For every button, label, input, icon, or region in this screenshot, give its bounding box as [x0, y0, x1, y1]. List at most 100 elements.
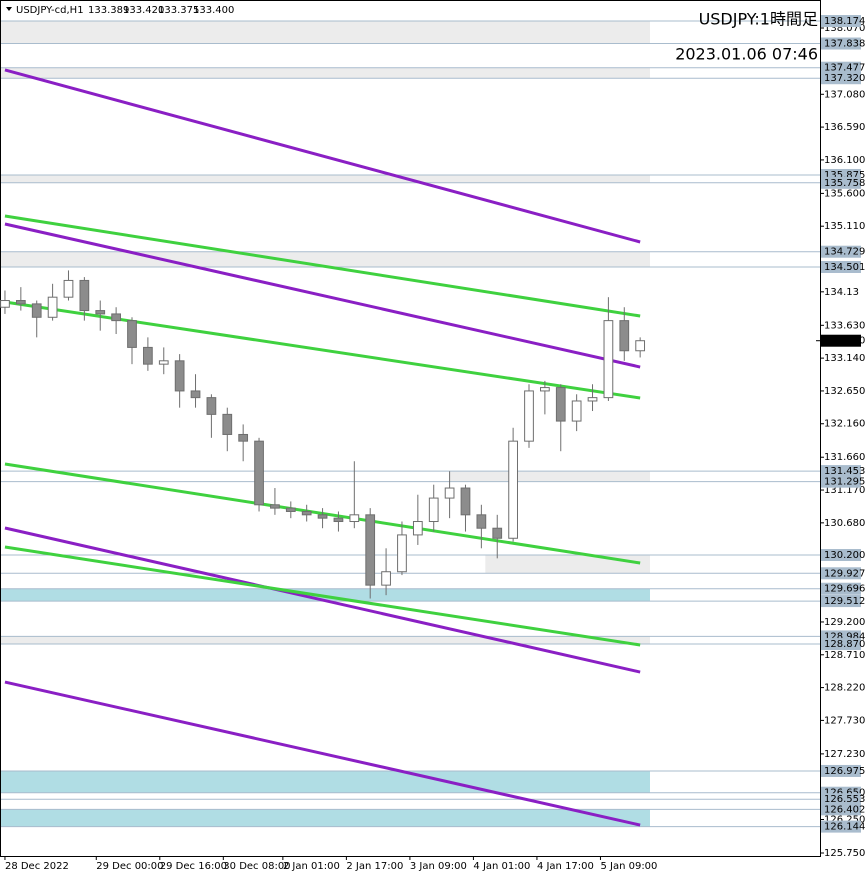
trendline	[4, 222, 641, 369]
price-label-box	[821, 803, 861, 816]
price-label: 134.729	[824, 247, 865, 258]
price-label: 137.477	[824, 63, 865, 74]
price-label-box	[821, 72, 861, 85]
price-label: 130.200	[824, 550, 865, 561]
price-label-box	[821, 15, 861, 28]
candle-body	[635, 340, 646, 352]
candle-body	[524, 390, 534, 442]
price-label: 126.553	[824, 794, 865, 805]
candle-body	[301, 510, 312, 516]
candle-body	[190, 390, 201, 399]
x-tick-label: 2 Jan 01:00	[283, 861, 340, 872]
trendline	[4, 300, 641, 400]
price-label: 134.501	[824, 262, 865, 273]
price-label: 126.144	[824, 822, 865, 833]
candle-body	[238, 433, 249, 442]
price-label: 137.838	[824, 39, 865, 50]
price-label: 137.320	[824, 73, 865, 84]
zone	[1, 174, 650, 183]
zone	[1, 588, 650, 602]
price-label-box	[821, 61, 861, 74]
price-label: 138.070	[824, 23, 865, 34]
chart-title: USDJPY:1時間足	[699, 10, 818, 29]
price-label: 129.696	[824, 584, 865, 595]
plot-frame	[0, 0, 821, 857]
price-label-box	[821, 793, 861, 806]
candle-body	[15, 300, 26, 305]
price-label: 127.230	[824, 749, 865, 760]
candle-body	[158, 360, 169, 365]
price-label: 135.110	[824, 221, 865, 232]
price-label-box	[821, 638, 861, 651]
chart-subtitle: 2023.01.06 07:46	[675, 45, 818, 64]
candle-body	[111, 313, 121, 322]
price-label: 131.295	[824, 477, 865, 488]
candle-body	[492, 527, 503, 539]
price-label: 129.200	[824, 617, 865, 628]
price-label: 132.650	[824, 386, 865, 397]
price-label-box	[821, 595, 861, 608]
quote-close: 133.400	[193, 5, 234, 16]
price-label: 125.750	[824, 848, 865, 859]
price-label: 137.080	[824, 89, 865, 100]
candle-body	[31, 303, 42, 318]
zone	[1, 770, 650, 793]
price-label-box	[821, 567, 861, 580]
x-tick-label: 5 Jan 09:00	[600, 861, 657, 872]
price-label: 131.660	[824, 452, 865, 463]
candle-body	[143, 346, 153, 365]
price-label: 136.100	[824, 155, 865, 166]
price-label: 136.590	[824, 122, 865, 133]
candle-body	[333, 517, 344, 523]
price-label: 128.220	[824, 683, 865, 694]
x-tick-label: 29 Dec 16:00	[160, 861, 227, 872]
candle-body	[365, 514, 376, 586]
candle-body	[587, 397, 598, 402]
zone	[1, 809, 650, 827]
candle-body	[127, 320, 137, 348]
price-label: 135.875	[824, 170, 865, 181]
price-label-box	[821, 245, 861, 258]
price-label-box	[821, 37, 861, 50]
price-label-box	[821, 548, 861, 561]
price-label: 133.400	[824, 336, 865, 347]
price-label: 128.870	[824, 639, 865, 650]
zone	[1, 636, 650, 645]
price-label: 128.984	[824, 631, 865, 642]
plot-layer	[0, 20, 820, 828]
price-label: 131.453	[824, 466, 865, 477]
price-label: 133.630	[824, 320, 865, 331]
menu-arrow[interactable]	[6, 7, 12, 11]
candle-body	[47, 296, 58, 318]
zone	[485, 554, 650, 574]
price-label: 134.13	[824, 287, 859, 298]
candle-body	[0, 300, 10, 308]
price-label: 126.402	[824, 804, 865, 815]
price-label: 127.730	[824, 715, 865, 726]
candle-body	[79, 279, 90, 312]
x-tick-label: 4 Jan 17:00	[537, 861, 594, 872]
symbol: USDJPY-cd,H1	[16, 5, 84, 16]
trendline	[4, 68, 641, 244]
zone	[449, 471, 650, 482]
zone	[1, 251, 650, 267]
price-label-box	[821, 820, 861, 833]
candle-body	[222, 413, 233, 435]
candle-body	[95, 310, 106, 315]
price-label-box	[821, 582, 861, 595]
price-label: 133.140	[824, 353, 865, 364]
candle-body	[508, 440, 518, 539]
zone	[1, 21, 650, 44]
candle-body	[412, 521, 423, 536]
price-label: 130.680	[824, 518, 865, 529]
trendline	[4, 214, 641, 318]
price-label: 126.975	[824, 766, 865, 777]
candle-body	[285, 507, 296, 512]
price-label: 138.174	[824, 16, 865, 27]
zone	[1, 67, 650, 79]
price-label: 128.710	[824, 650, 865, 661]
x-tick-label: 2 Jan 17:00	[346, 861, 403, 872]
price-label: 129.927	[824, 568, 865, 579]
price-label: 132.160	[824, 419, 865, 430]
